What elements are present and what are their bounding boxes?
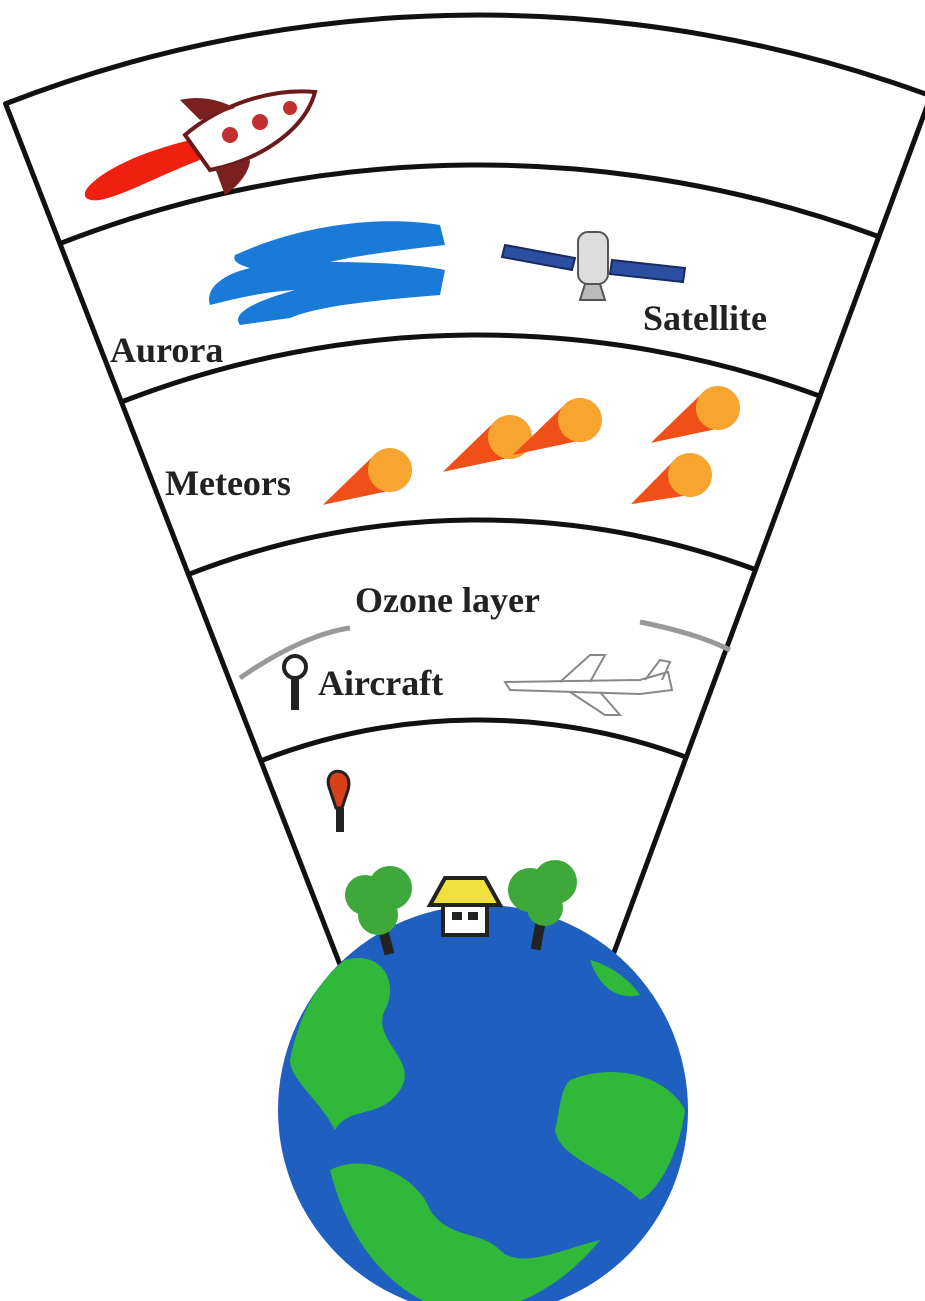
balloon-icon — [328, 771, 349, 832]
aircraft-icon — [505, 655, 672, 715]
atmosphere-diagram: Aurora Satellite Meteors Ozone layer Air… — [0, 0, 925, 1301]
aircraft-label: Aircraft — [318, 663, 443, 703]
satellite-label: Satellite — [643, 298, 767, 338]
layer-boundary — [6, 15, 925, 104]
aurora-label: Aurora — [110, 330, 223, 370]
layer-boundary — [608, 96, 925, 968]
page: {"labels": ["Aurora", "Satellite", "Mete… — [0, 0, 925, 1301]
balloon-icon — [284, 656, 306, 710]
ozone-band — [640, 622, 730, 650]
satellite-icon — [502, 232, 685, 300]
aurora-icon — [209, 221, 445, 325]
earth-icon — [278, 905, 688, 1301]
layer-boundary — [188, 520, 755, 574]
meteors-label: Meteors — [165, 463, 291, 503]
layer-boundary — [261, 720, 686, 761]
layer-boundary — [60, 165, 879, 244]
meteor-icons — [316, 377, 749, 531]
layer-boundary — [6, 104, 343, 971]
ozone-layer-label: Ozone layer — [355, 580, 540, 620]
